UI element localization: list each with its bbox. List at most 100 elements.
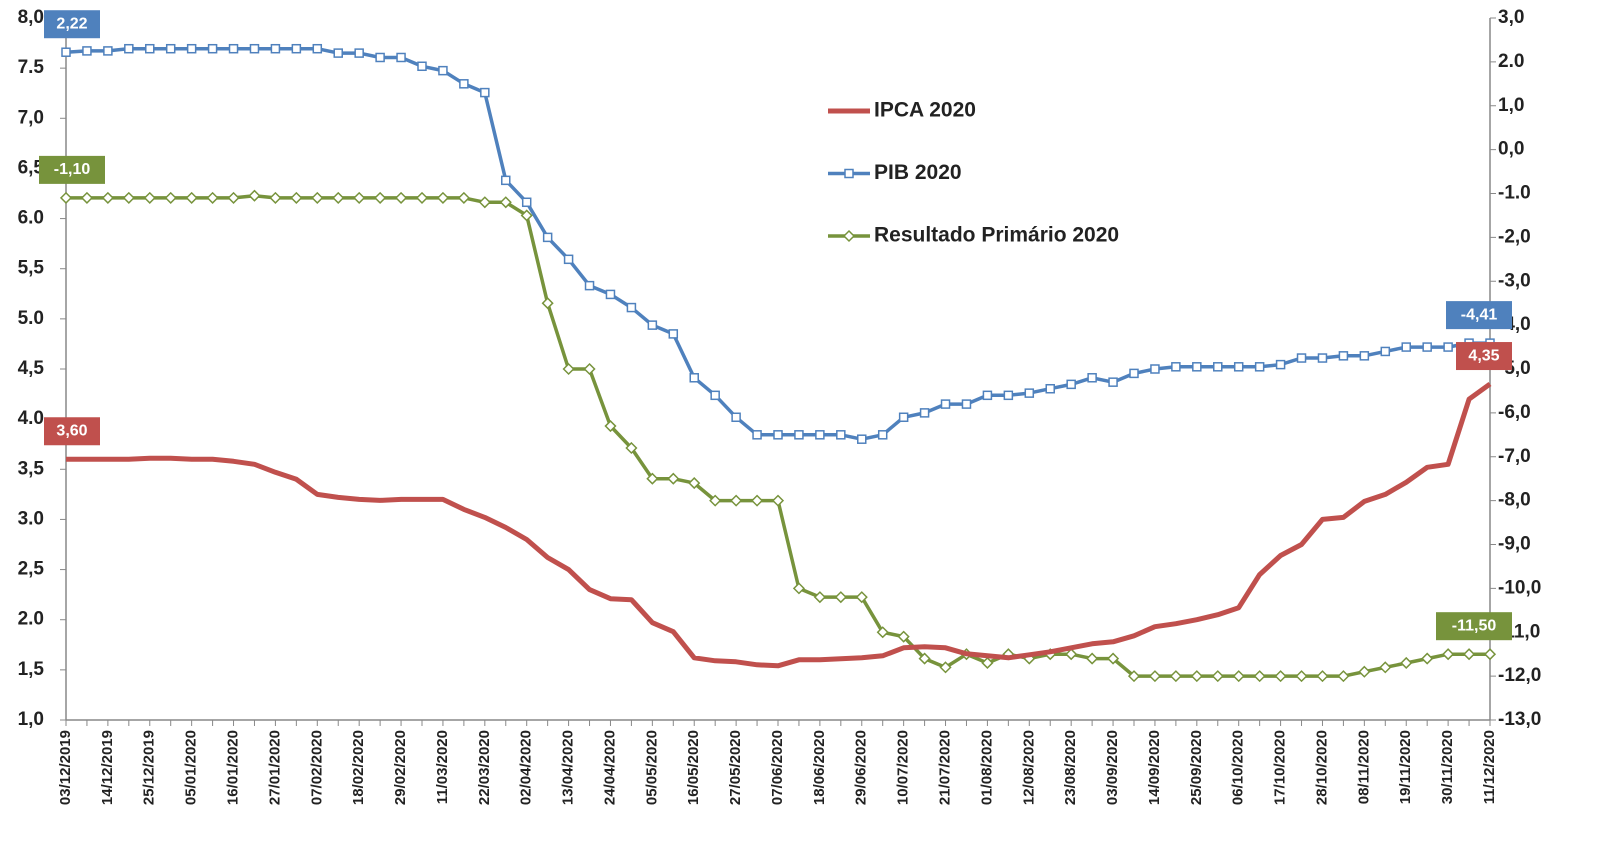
marker [1295,670,1308,683]
y2-tick-label: 0,0 [1498,139,1524,160]
marker [1150,364,1160,374]
x-tick-label: 27/05/2020 [727,730,744,805]
marker [919,408,930,418]
marker [291,43,302,54]
marker [164,191,177,204]
marker [1232,670,1245,683]
y-tick-label: 3.0 [18,508,44,529]
marker [1254,362,1265,372]
marker [1190,670,1203,683]
marker [918,652,931,665]
x-tick-label: 23/08/2020 [1062,730,1079,805]
y2-tick-label: -8,0 [1498,490,1531,511]
x-tick-label: 25/09/2020 [1188,730,1205,805]
y2-tick-label: -1.0 [1498,183,1531,204]
x-tick-label: 05/01/2020 [183,730,200,805]
marker [1065,648,1078,661]
marker [855,591,868,604]
marker [61,47,71,57]
y-tick-label: 6.0 [18,208,44,229]
marker [563,254,574,265]
marker [981,656,994,670]
y2-tick-label: -3,0 [1498,270,1531,291]
x-tick-label: 12/08/2020 [1020,730,1037,805]
y2-tick-label: -7,0 [1498,446,1531,467]
marker [1253,670,1266,683]
y2-tick-label: -9,0 [1498,534,1531,555]
x-tick-label: 22/03/2020 [476,730,493,805]
marker [311,191,324,204]
marker [1171,362,1181,372]
marker [667,472,680,485]
marker [82,46,92,56]
x-tick-label: 07/02/2020 [308,730,325,805]
marker [813,591,826,604]
marker [877,430,888,440]
marker [1483,648,1497,661]
marker [604,419,617,433]
y-tick-label: 2,5 [18,559,45,580]
marker [1442,648,1455,661]
x-tick-label: 18/06/2020 [811,730,828,805]
marker [186,43,197,54]
marker [375,52,385,63]
marker [290,191,303,204]
legend-label: IPCA 2020 [874,99,976,122]
marker [605,289,616,300]
marker [1379,661,1392,674]
marker [1275,359,1286,370]
marker [248,189,261,202]
marker [1337,670,1350,683]
value-label: -11,50 [1452,617,1497,634]
marker [1192,362,1202,372]
y2-tick-label: -13,0 [1498,709,1541,730]
legend-label: PIB 2020 [874,161,962,184]
marker [1443,342,1453,352]
marker [122,191,135,204]
marker [562,362,575,376]
marker [1338,351,1349,361]
series-line [66,381,1492,669]
marker [542,232,553,243]
value-label-box [44,417,100,446]
y-tick-label: 5,5 [18,258,45,279]
marker [521,197,532,208]
x-tick-label: 29/02/2020 [392,730,409,805]
x-tick-label: 29/06/2020 [853,730,870,805]
marker [939,661,952,674]
x-tick-label: 03/12/2019 [57,730,74,805]
x-tick-label: 19/11/2020 [1397,730,1414,804]
marker [1359,351,1370,361]
x-tick-label: 11/12/2020 [1481,730,1498,804]
x-tick-label: 08/11/2020 [1355,730,1372,804]
legend-label: Resultado Primário 2020 [874,224,1119,247]
marker [1169,670,1182,683]
marker [1380,346,1391,357]
marker [1400,656,1413,670]
marker [269,191,282,204]
x-tick-label: 06/10/2020 [1230,730,1247,805]
x-tick-label: 28/10/2020 [1313,730,1330,805]
y2-tick-label: 1,0 [1498,95,1524,116]
marker [396,52,406,63]
marker [501,175,511,186]
marker [394,191,408,204]
y-tick-label: 4.0 [18,408,44,429]
marker [228,43,239,54]
marker [1003,390,1014,401]
y-tick-label: 2.0 [18,609,44,630]
y2-tick-label: -10,0 [1498,577,1541,598]
marker [143,191,156,204]
marker [1211,670,1224,683]
value-label: -4,41 [1461,306,1498,323]
marker [771,494,785,507]
marker [876,626,889,639]
marker [626,302,637,313]
x-tick-label: 14/12/2019 [99,730,116,805]
marker [646,472,659,485]
x-tick-label: 25/12/2019 [141,730,158,805]
value-label-box [1446,301,1512,330]
x-tick-label: 17/10/2020 [1272,730,1289,805]
legend-marker [844,168,854,179]
value-label: 2,22 [56,15,87,32]
